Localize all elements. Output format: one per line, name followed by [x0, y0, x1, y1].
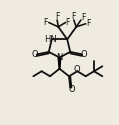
Text: F: F — [81, 13, 86, 22]
Text: O: O — [74, 65, 80, 74]
Text: N: N — [56, 53, 63, 62]
Text: F: F — [43, 18, 47, 27]
Text: F: F — [55, 12, 59, 21]
Text: HN: HN — [44, 34, 57, 43]
Text: F: F — [65, 18, 70, 27]
Polygon shape — [58, 58, 61, 69]
Text: O: O — [81, 50, 88, 59]
Text: F: F — [86, 19, 90, 28]
Text: O: O — [31, 50, 38, 59]
Text: F: F — [72, 12, 76, 21]
Text: O: O — [68, 85, 75, 94]
